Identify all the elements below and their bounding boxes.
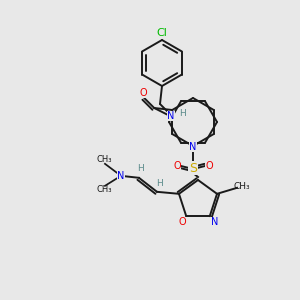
Text: O: O: [178, 217, 186, 227]
Text: N: N: [189, 142, 197, 152]
Text: CH₃: CH₃: [234, 182, 250, 191]
Text: O: O: [140, 88, 147, 98]
Text: Cl: Cl: [157, 28, 167, 38]
Text: N: N: [211, 217, 218, 227]
Text: CH₃: CH₃: [96, 185, 112, 194]
Text: O: O: [173, 161, 181, 171]
Text: S: S: [189, 161, 197, 175]
Text: O: O: [205, 161, 213, 171]
Text: N: N: [117, 171, 125, 181]
Text: H: H: [157, 179, 164, 188]
Text: N: N: [167, 111, 175, 121]
Text: H: H: [138, 164, 144, 173]
Text: CH₃: CH₃: [96, 155, 112, 164]
Text: H: H: [178, 109, 185, 118]
